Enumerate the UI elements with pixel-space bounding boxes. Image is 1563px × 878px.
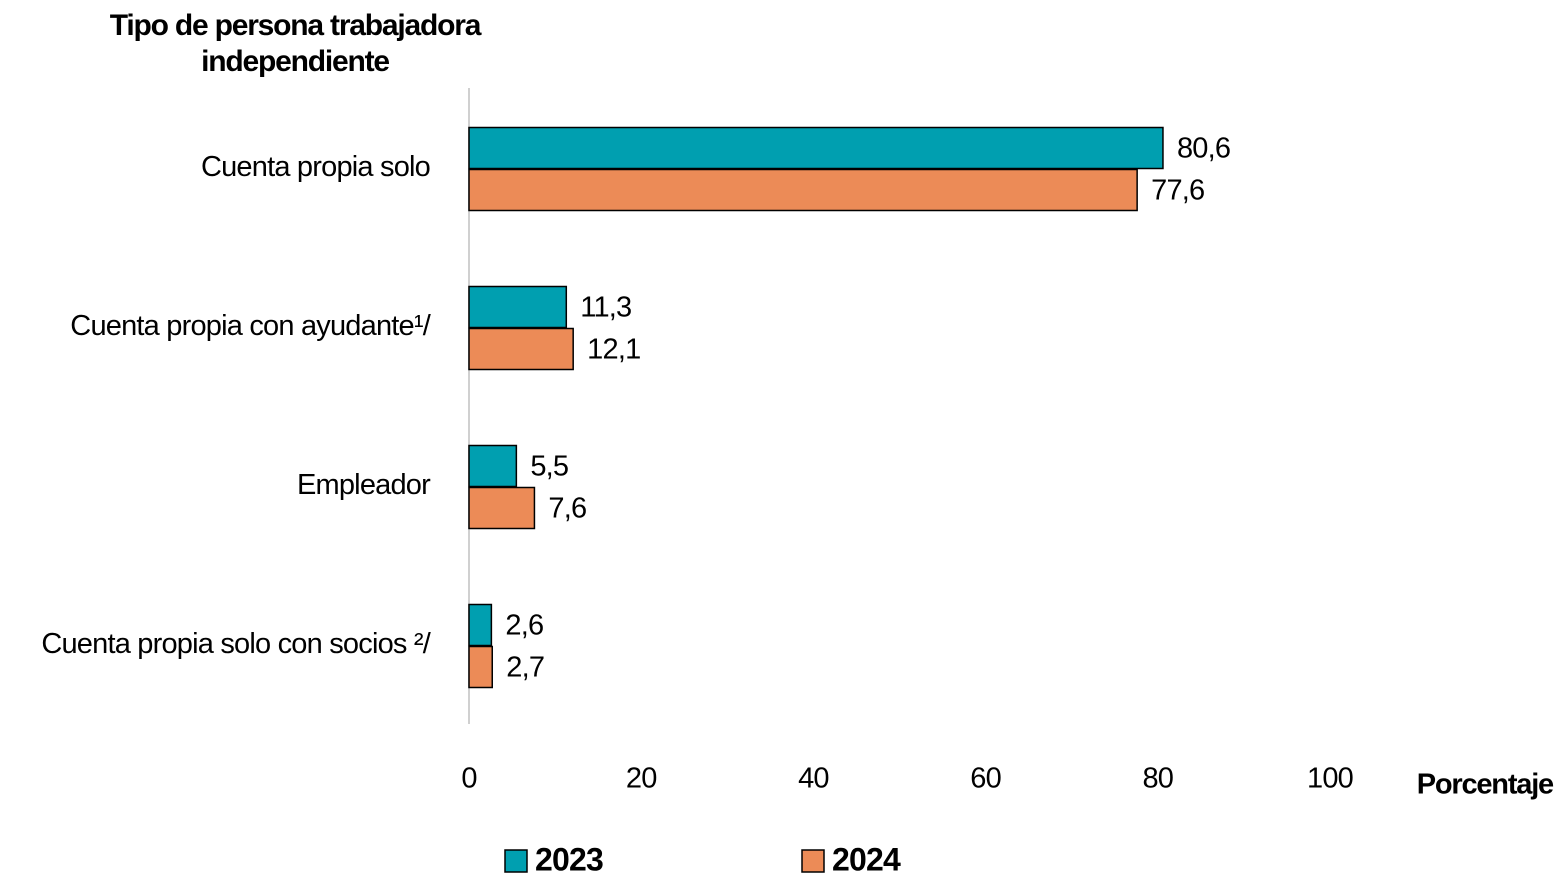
bar	[468, 285, 568, 329]
legend-label: 2023	[535, 841, 603, 877]
value-label: 5,5	[530, 451, 568, 483]
bar	[468, 645, 493, 689]
bar	[468, 486, 536, 530]
value-label: 77,6	[1151, 175, 1204, 207]
bar	[468, 168, 1138, 212]
value-label: 2,7	[506, 652, 544, 684]
x-axis-label: Porcentaje	[1417, 769, 1554, 801]
x-tick-label: 80	[1142, 763, 1173, 795]
value-label: 2,6	[505, 610, 543, 642]
y-tick-label: Empleador	[297, 469, 431, 501]
x-tick-label: 40	[798, 763, 829, 795]
x-tick-label: 100	[1307, 763, 1353, 795]
y-tick-label: Cuenta propia con ayudante¹/	[70, 310, 431, 342]
value-label: 80,6	[1177, 133, 1230, 165]
value-label: 12,1	[587, 334, 640, 366]
legend-label: 2024	[832, 841, 901, 877]
bar	[468, 444, 518, 488]
y-tick-label: Cuenta propia solo con socios ²/	[41, 628, 431, 660]
bar	[468, 327, 574, 371]
value-label: 7,6	[548, 493, 586, 525]
x-tick-label: 0	[461, 763, 476, 795]
bar	[468, 603, 493, 647]
y-tick-label: Cuenta propia solo	[201, 151, 430, 183]
legend-swatch	[504, 849, 528, 873]
x-tick-label: 60	[970, 763, 1001, 795]
x-tick-label: 20	[626, 763, 657, 795]
bar	[468, 126, 1164, 170]
chart-title: Tipo de persona trabajadora independient…	[109, 9, 482, 78]
value-label: 11,3	[580, 292, 631, 324]
legend-swatch	[801, 849, 825, 873]
